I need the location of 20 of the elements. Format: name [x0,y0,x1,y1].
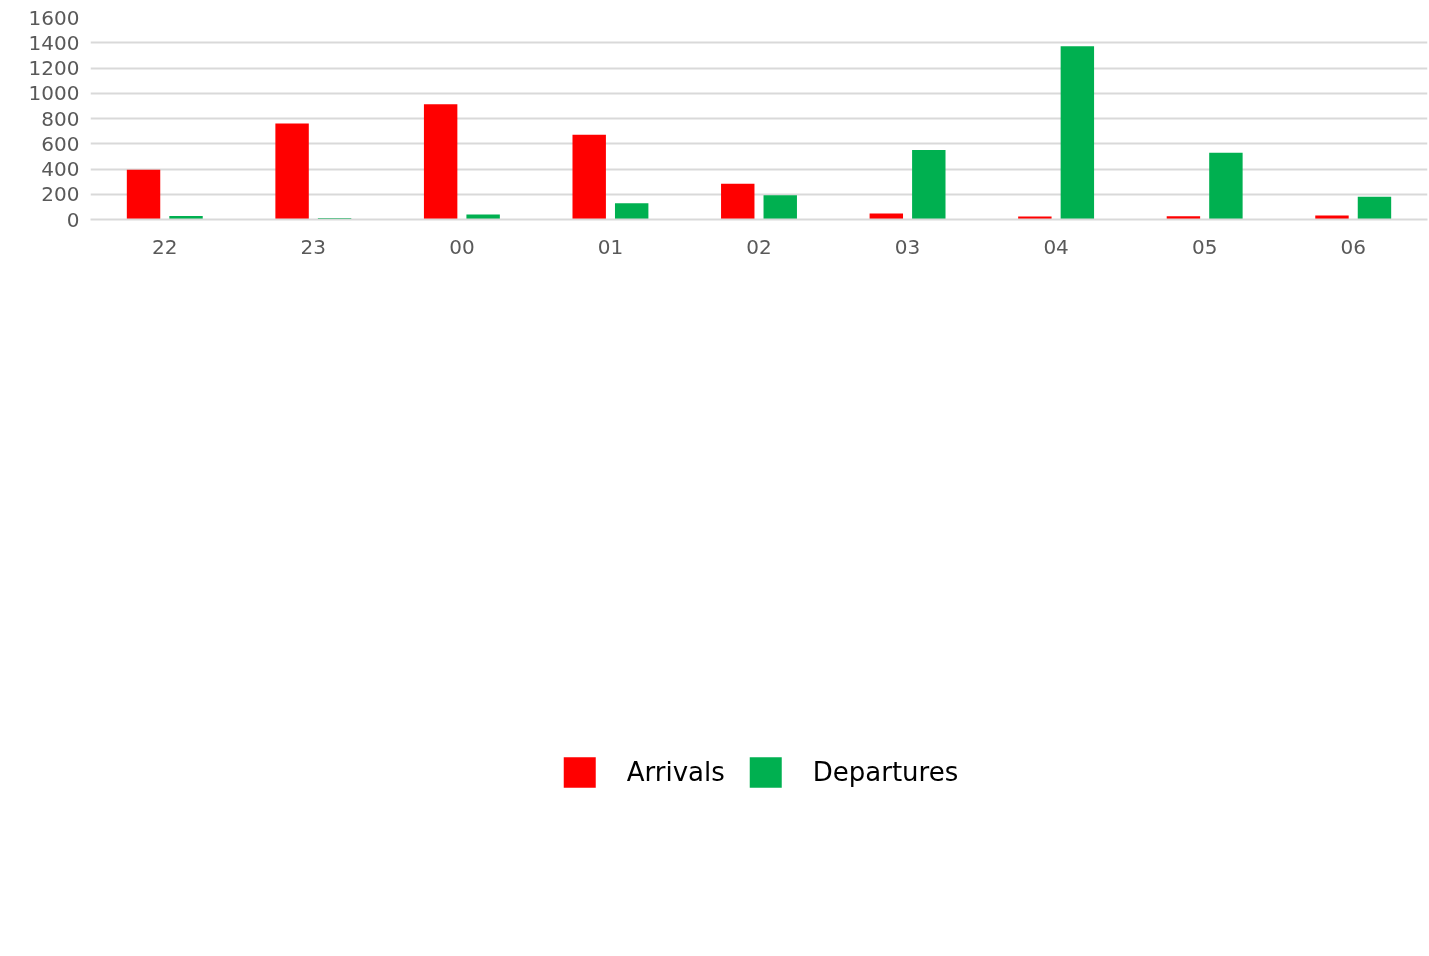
x-tick-label: 06 [1340,234,1366,259]
x-tick-label: 22 [152,234,178,259]
y-tick-label: 1000 [28,81,80,106]
x-tick-label: 00 [449,234,475,259]
y-tick-label: 600 [41,131,80,156]
y-tick-label: 200 [41,182,80,207]
legend-label: Arrivals [626,756,725,787]
y-tick-label: 1600 [28,5,80,30]
x-tick-label: 05 [1191,234,1218,259]
y-tick-label: 800 [41,106,80,131]
y-tick-label: 1200 [28,56,80,80]
legend-label: Departures [812,756,959,787]
y-tick-label: 0 [66,207,80,232]
y-tick-label: 400 [41,157,80,181]
x-tick-label: 04 [1043,234,1069,259]
y-tick-label: 1400 [28,30,80,55]
x-tick-label: 23 [300,234,327,259]
x-tick-label: 03 [894,234,921,259]
x-tick-label: 01 [597,234,624,259]
x-tick-label: 02 [746,234,772,259]
